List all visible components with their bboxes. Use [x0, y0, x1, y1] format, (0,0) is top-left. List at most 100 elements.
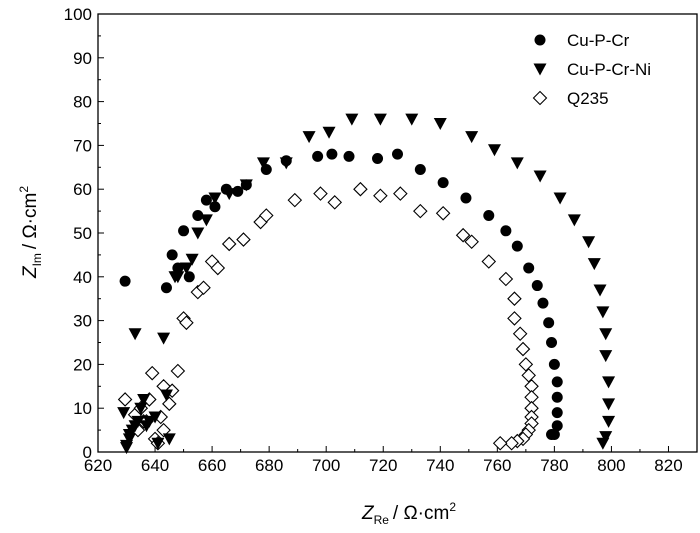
data-point [148, 411, 162, 424]
data-point [523, 262, 535, 274]
data-point [156, 422, 171, 438]
data-point [551, 407, 563, 419]
data-point [512, 326, 528, 342]
data-point [602, 415, 616, 428]
data-point [162, 396, 177, 412]
data-point [504, 435, 519, 451]
legend-label: Cu-P-Cr [567, 31, 630, 50]
data-point [599, 328, 613, 341]
data-point [210, 260, 226, 276]
x-tick-label: 640 [141, 456, 169, 475]
data-point [137, 393, 151, 406]
data-point [498, 271, 514, 287]
data-point [533, 170, 547, 183]
data-point [160, 282, 172, 294]
data-point [372, 153, 384, 165]
data-point [582, 236, 596, 249]
data-point [327, 195, 343, 210]
data-point [208, 192, 222, 205]
legend-label: Q235 [567, 89, 609, 108]
data-point [166, 249, 178, 261]
data-point [326, 148, 338, 160]
data-point [280, 155, 292, 167]
data-point [487, 144, 501, 157]
data-point [551, 376, 563, 388]
data-point [209, 201, 221, 213]
data-point [405, 113, 419, 126]
series-q235 [117, 181, 539, 451]
data-point [151, 437, 165, 450]
series-cu-p-cr-ni [117, 113, 616, 455]
data-point [518, 357, 534, 372]
data-point [392, 148, 403, 160]
data-point [162, 433, 176, 446]
data-point [599, 350, 613, 363]
data-point [531, 280, 543, 292]
data-point [302, 131, 316, 144]
data-point [492, 435, 508, 451]
data-point [171, 271, 185, 284]
data-point [117, 392, 133, 407]
data-point [464, 234, 479, 250]
data-point [373, 113, 387, 126]
data-point [483, 209, 495, 221]
data-point [128, 328, 142, 341]
data-point [373, 188, 388, 204]
y-tick-label: 70 [73, 136, 92, 155]
axis-ticks: 620 640 660 680 700 720 740 760 780 800 820 0 10 20 30… [64, 5, 683, 475]
data-point [322, 126, 336, 139]
data-point [179, 315, 194, 331]
data-point [259, 208, 274, 223]
data-point [596, 306, 610, 319]
x-tick-label: 780 [540, 456, 568, 475]
data-point [596, 437, 610, 450]
data-point [256, 157, 270, 170]
y-tick-label: 80 [73, 93, 92, 112]
data-point [593, 284, 607, 297]
y-tick-label: 90 [73, 49, 92, 68]
data-point [437, 177, 449, 189]
data-point [551, 420, 563, 432]
data-point [414, 163, 426, 175]
x-tick-label: 680 [255, 456, 283, 475]
x-axis-label: ZRe / Ω·cm2 [361, 500, 456, 527]
data-point [260, 163, 272, 175]
data-point [191, 227, 205, 240]
data-point [543, 317, 555, 329]
data-point [599, 431, 613, 444]
data-point [221, 236, 237, 252]
data-point [507, 311, 522, 326]
data-point [199, 214, 213, 227]
data-point [172, 262, 184, 274]
data-point [170, 363, 186, 379]
data-point [312, 150, 324, 162]
x-tick-label: 820 [654, 456, 682, 475]
data-point [481, 254, 497, 269]
data-point [602, 398, 616, 411]
data-point [159, 389, 173, 402]
data-point [433, 118, 447, 130]
data-point [345, 113, 359, 126]
legend-marker [534, 34, 546, 46]
data-point [521, 368, 536, 383]
data-point [546, 428, 558, 440]
data-point [515, 341, 531, 357]
data-point [313, 186, 328, 201]
y-tick-label: 30 [73, 312, 92, 331]
data-point [200, 194, 212, 206]
data-point [343, 150, 355, 162]
data-point [192, 209, 204, 221]
data-point [510, 157, 524, 170]
y-axis-label: ZIm/ Ω·cm2 [17, 186, 44, 279]
data-point [131, 415, 145, 428]
data-point [185, 253, 199, 266]
data-point [546, 337, 558, 348]
series-cu-p-cr [119, 148, 563, 440]
data-point [511, 240, 523, 252]
y-tick-label: 60 [73, 180, 92, 199]
x-tick-label: 700 [312, 456, 340, 475]
data-point [353, 181, 368, 197]
data-point [236, 232, 251, 247]
data-point [232, 185, 244, 197]
